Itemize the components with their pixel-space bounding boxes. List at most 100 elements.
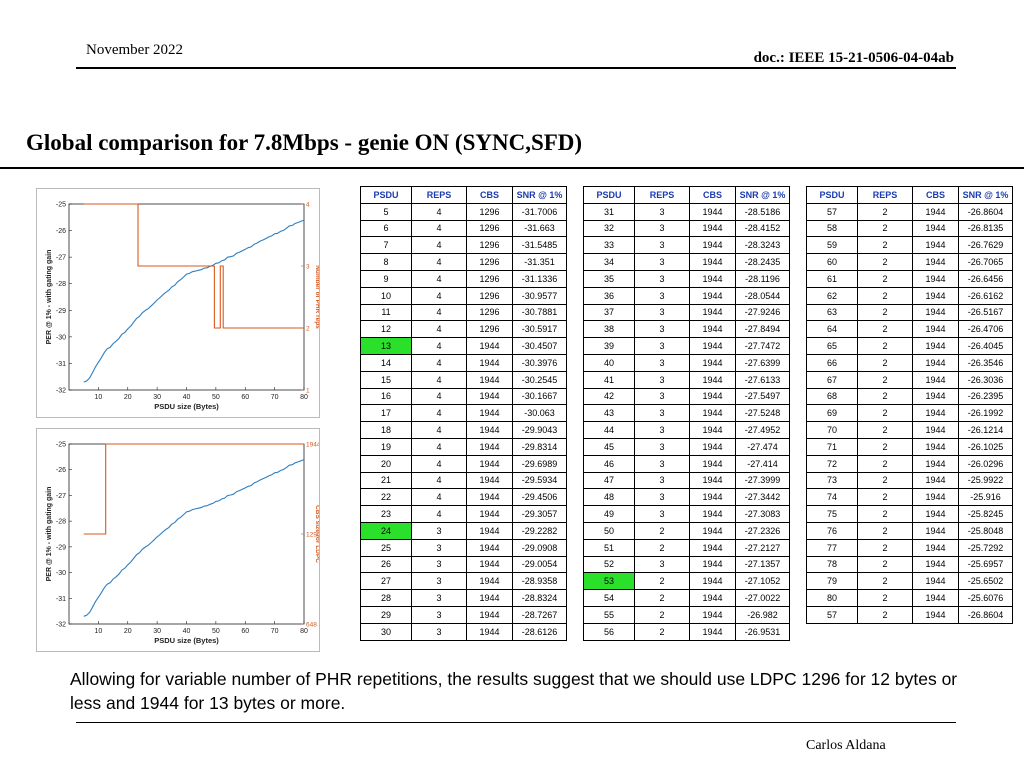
y2-tick-label: 1 — [306, 388, 310, 395]
table-cell: 44 — [583, 421, 635, 439]
table-cell: 1944 — [466, 437, 513, 456]
y-tick-label: -29 — [56, 544, 66, 551]
table-cell: 3 — [634, 387, 690, 406]
table-cell: -27.414 — [735, 454, 790, 473]
table-cell: -26.7065 — [958, 253, 1013, 271]
table-cell: 65 — [806, 337, 858, 355]
table-cell: -28.9358 — [512, 572, 567, 591]
table-cell: 2 — [634, 521, 690, 540]
table-cell: 69 — [806, 404, 858, 423]
plot-cbs-size: -25 -26 -27 -28 -29 -30 -31 -32 10 20 30 40 50 60 70 80… — [36, 428, 320, 652]
table-cell: 1944 — [689, 387, 736, 406]
table-row: 20 4 1944 -29.6989 — [360, 454, 567, 473]
table-cell: 4 — [411, 404, 467, 423]
table-cell: 2 — [857, 269, 913, 288]
table-cell: 4 — [411, 202, 467, 221]
x-axis-label: PSDU size (Bytes) — [154, 636, 219, 645]
table-cell: 2 — [857, 337, 913, 355]
title-divider — [0, 167, 1024, 169]
table-cell: 31 — [583, 202, 635, 221]
table-cell: -30.7881 — [512, 303, 567, 322]
table-cell: 1944 — [466, 589, 513, 607]
table-row: 49 3 1944 -27.3083 — [583, 505, 790, 523]
table-cell: 32 — [583, 219, 635, 238]
table-cell: -27.3083 — [735, 505, 790, 523]
table-row: 22 4 1944 -29.4506 — [360, 488, 567, 507]
table-cell: 40 — [583, 353, 635, 372]
table-cell: 18 — [360, 421, 412, 439]
x-tick-label: 60 — [241, 628, 249, 635]
snr-series-line — [83, 219, 305, 383]
y-tick-label: -27 — [56, 255, 66, 262]
table-cell: 1944 — [689, 622, 736, 641]
table-cell: -31.7006 — [512, 202, 567, 221]
table-cell: -25.9922 — [958, 471, 1013, 490]
table-cell: 49 — [583, 505, 635, 523]
table-cell: 2 — [857, 370, 913, 389]
x-axis-label: PSDU size (Bytes) — [154, 402, 219, 411]
table-cell: 3 — [411, 622, 467, 641]
table-cell: 2 — [857, 320, 913, 339]
table-cell: 1944 — [689, 353, 736, 372]
table-cell: -27.1357 — [735, 555, 790, 574]
table-cell: -25.6076 — [958, 589, 1013, 607]
x-tick-label: 60 — [241, 394, 249, 401]
table-cell: 3 — [634, 505, 690, 523]
table-cell: 74 — [806, 488, 858, 507]
table-cell: 60 — [806, 253, 858, 271]
table-row: 56 2 1944 -26.9531 — [583, 622, 790, 641]
table-cell: 67 — [806, 370, 858, 389]
table-cell: -30.2545 — [512, 370, 567, 389]
table-cell: 2 — [857, 219, 913, 238]
table-cell: 1944 — [912, 404, 959, 423]
table-cell: -28.2435 — [735, 253, 790, 271]
table-cell: -31.351 — [512, 253, 567, 271]
plot-area — [68, 443, 305, 625]
table-cell: 2 — [857, 488, 913, 507]
table-cell: 1944 — [689, 521, 736, 540]
table-cell: 3 — [634, 488, 690, 507]
table-cell: 3 — [634, 286, 690, 305]
table-row: 11 4 1296 -30.7881 — [360, 303, 567, 322]
table-cell: 3 — [634, 353, 690, 372]
table-cell: 50 — [583, 521, 635, 540]
config-series-line — [83, 203, 304, 329]
table-row: 7 4 1296 -31.5485 — [360, 236, 567, 255]
column-header: CBS — [912, 186, 959, 204]
table-cell: 2 — [857, 353, 913, 372]
table-cell: 46 — [583, 454, 635, 473]
table-row: 26 3 1944 -29.0054 — [360, 555, 567, 574]
table-cell: 1944 — [689, 488, 736, 507]
table-cell: -27.5248 — [735, 404, 790, 423]
table-cell: -26.6456 — [958, 269, 1013, 288]
table-row: 25 3 1944 -29.0908 — [360, 538, 567, 557]
table-cell: 1944 — [689, 337, 736, 355]
table-cell: -26.6162 — [958, 286, 1013, 305]
column-header: REPS — [634, 186, 690, 204]
table-row: 33 3 1944 -28.3243 — [583, 236, 790, 255]
table-row: 21 4 1944 -29.5934 — [360, 471, 567, 490]
table-cell: -27.5497 — [735, 387, 790, 406]
table-cell: 9 — [360, 269, 412, 288]
column-header: CBS — [466, 186, 513, 204]
table-cell: 1944 — [689, 555, 736, 574]
table-cell: 43 — [583, 404, 635, 423]
table-cell: -26.3036 — [958, 370, 1013, 389]
table-cell: 1944 — [689, 253, 736, 271]
table-cell: 1944 — [689, 286, 736, 305]
y2-tick-label: 2 — [306, 326, 310, 333]
table-cell: 1944 — [689, 538, 736, 557]
table-row: 19 4 1944 -29.8314 — [360, 437, 567, 456]
table-cell: 57 — [806, 605, 858, 624]
table-cell: -30.4507 — [512, 337, 567, 355]
table-cell: -28.6126 — [512, 622, 567, 641]
table-cell: -29.8314 — [512, 437, 567, 456]
table-cell: -27.9246 — [735, 303, 790, 322]
slide-title: Global comparison for 7.8Mbps - genie ON… — [26, 130, 583, 155]
table-cell: -31.663 — [512, 219, 567, 238]
y-tick-label: -28 — [56, 281, 66, 288]
x-tick-label: 20 — [124, 628, 132, 635]
table-cell: 30 — [360, 622, 412, 641]
table-cell: 19 — [360, 437, 412, 456]
y-tick-label: -27 — [56, 493, 66, 500]
